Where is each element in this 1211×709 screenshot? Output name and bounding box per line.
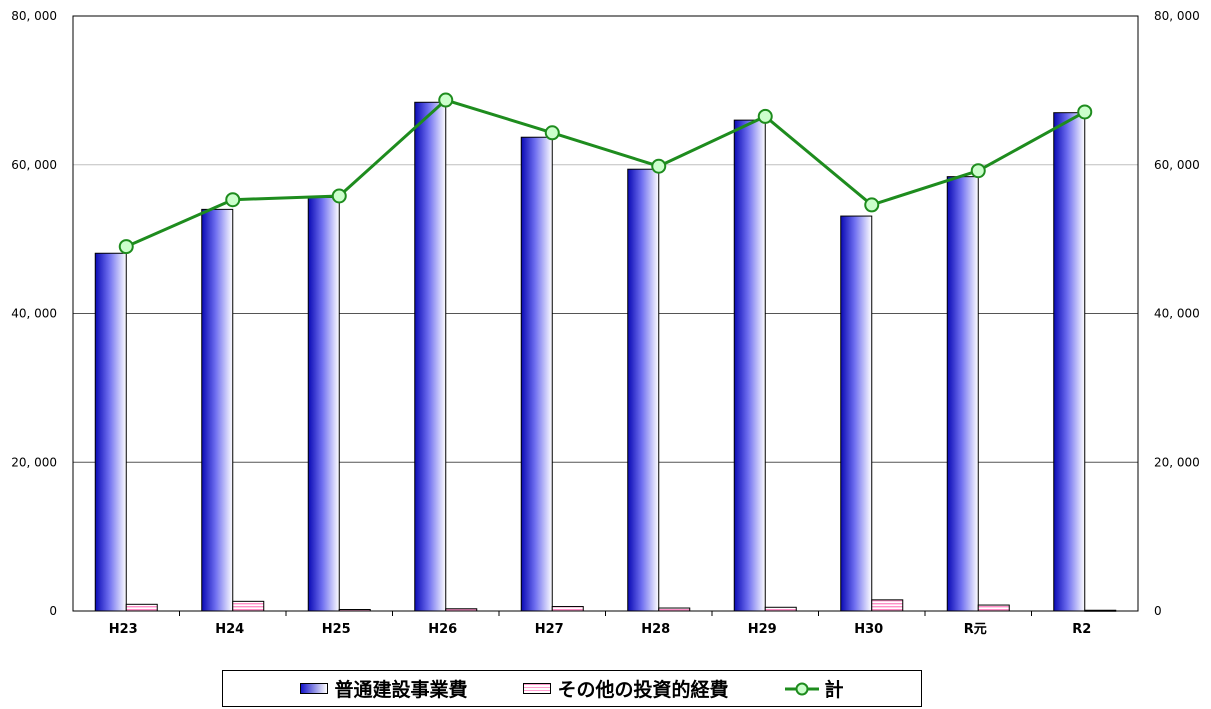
total-point <box>438 92 454 108</box>
bar-construction <box>94 252 127 612</box>
total-line-path <box>125 98 1086 248</box>
legend-swatch-construction <box>300 683 329 694</box>
legend-label-total: 計 <box>824 679 844 701</box>
x-tick-label: H26 <box>428 622 457 637</box>
legend-item-total: 計 <box>784 675 844 702</box>
bars <box>94 101 1117 612</box>
total-point <box>970 163 986 179</box>
y-tick-label: 80, 000 <box>11 9 57 23</box>
y-tick-label: 0 <box>49 604 57 618</box>
bar-construction <box>201 208 234 612</box>
total-point <box>544 125 560 141</box>
bar-other <box>551 606 584 612</box>
bar-other <box>125 603 158 612</box>
bar-other <box>977 604 1010 612</box>
x-tick-label: R元 <box>964 622 987 637</box>
legend-item-other: その他の投資的経費 <box>523 675 729 702</box>
legend-label-construction: 普通建設事業費 <box>334 679 468 701</box>
axes: 0 0 20, 000 20, 000 40, 000 40, 000 60, 000 60,… <box>11 9 1200 637</box>
x-tick-label: H27 <box>535 622 564 637</box>
chart-svg: 0 0 20, 000 20, 000 40, 000 40, 000 60, 000 60,… <box>11 9 1200 637</box>
x-tick-label: H29 <box>748 622 777 637</box>
bar-construction <box>627 168 660 612</box>
y2-tick-label: 20, 000 <box>1154 455 1200 469</box>
x-tick-label: R2 <box>1072 622 1091 637</box>
y2-tick-label: 80, 000 <box>1154 9 1200 23</box>
bar-construction <box>307 196 340 612</box>
y-tick-label: 20, 000 <box>11 455 57 469</box>
bar-other <box>764 606 797 612</box>
legend-swatch-other <box>523 683 552 694</box>
total-point <box>331 188 347 204</box>
bar-construction <box>946 176 979 612</box>
bar-construction <box>840 215 873 612</box>
total-point <box>118 239 134 255</box>
total-point <box>1077 104 1093 120</box>
x-tick-label: H24 <box>215 622 244 637</box>
x-tick-label: H30 <box>854 622 883 637</box>
total-point <box>651 158 667 174</box>
bar-other <box>232 600 265 612</box>
y-tick-label: 40, 000 <box>11 307 57 321</box>
legend-item-construction: 普通建設事業費 <box>300 675 467 702</box>
bar-construction <box>520 136 553 612</box>
total-point <box>757 108 773 124</box>
legend-label-other: その他の投資的経費 <box>557 679 729 701</box>
total-line <box>118 92 1093 255</box>
x-tick-label: H23 <box>109 622 138 637</box>
bar-construction <box>1053 112 1086 612</box>
y2-tick-label: 60, 000 <box>1154 158 1200 172</box>
y2-tick-label: 0 <box>1154 604 1162 618</box>
y2-tick-label: 40, 000 <box>1154 307 1200 321</box>
x-tick-label: H25 <box>322 622 351 637</box>
legend: 普通建設事業費 その他の投資的経費 計 <box>222 670 922 707</box>
total-point <box>864 197 880 213</box>
x-tick-label: H28 <box>641 622 670 637</box>
bar-construction <box>414 101 447 612</box>
bar-other <box>871 599 904 612</box>
legend-swatch-total <box>784 682 819 695</box>
bar-construction <box>733 119 766 612</box>
y-tick-label: 60, 000 <box>11 158 57 172</box>
total-point <box>225 192 241 208</box>
